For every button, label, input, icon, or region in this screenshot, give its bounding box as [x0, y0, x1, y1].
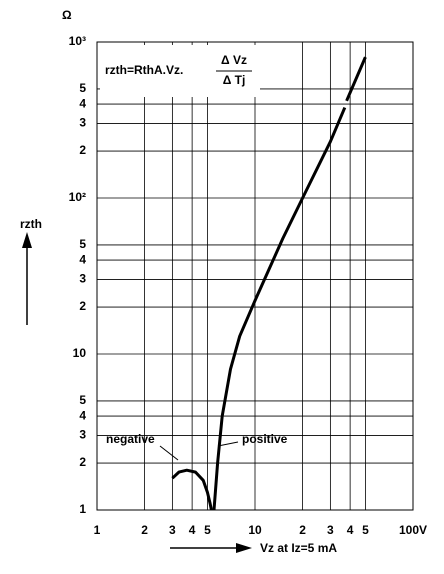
line	[171, 468, 213, 511]
x-tick-label: 1	[94, 523, 101, 537]
y-tick-label: 2	[79, 455, 86, 469]
formula-numerator: Δ Vz	[221, 53, 247, 67]
x-label: Vz at Iz=5 mA	[260, 541, 337, 555]
y-tick-label: 4	[79, 408, 86, 422]
y-tick-label: 10²	[69, 190, 86, 204]
x-tick-label: 100V	[399, 523, 427, 537]
y-tick-label: 10³	[69, 34, 86, 48]
x-tick-label: 5	[204, 523, 211, 537]
y-tick-label: 3	[79, 428, 86, 442]
x-tick-label: 4	[189, 523, 196, 537]
x-tick-label: 3	[327, 523, 334, 537]
y-label: rzth	[20, 217, 42, 231]
x-tick-label: 5	[362, 523, 369, 537]
y-tick-label: 10	[73, 346, 87, 360]
y-tick-label: 5	[79, 237, 86, 251]
x-tick-label: 4	[347, 523, 354, 537]
x-tick-label: 2	[299, 523, 306, 537]
y-tick-label: 3	[79, 116, 86, 130]
x-arrow-head	[236, 543, 252, 553]
y-tick-label: 1	[79, 502, 86, 516]
x-tick-label: 2	[141, 523, 148, 537]
y-tick-label: 3	[79, 272, 86, 286]
y-tick-label: 5	[79, 393, 86, 407]
x-tick-label: 3	[169, 523, 176, 537]
annotation: positive	[242, 432, 288, 446]
annotation: negative	[106, 432, 155, 446]
y-tick-label: 5	[79, 81, 86, 95]
y-arrow-head	[22, 232, 32, 248]
annotation-leader	[217, 441, 239, 447]
formula-denominator: Δ Tj	[223, 73, 246, 87]
y-tick-label: 4	[79, 252, 86, 266]
line	[212, 56, 367, 511]
x-tick-label: 10	[248, 523, 262, 537]
y-tick-label: 2	[79, 143, 86, 157]
plot-frame	[96, 41, 414, 511]
formula: rzth=RthA.Vz.	[105, 63, 183, 77]
y-tick-label: 4	[79, 96, 86, 110]
annotation-leader	[159, 445, 179, 461]
y-unit: Ω	[62, 8, 72, 22]
y-tick-label: 2	[79, 299, 86, 313]
